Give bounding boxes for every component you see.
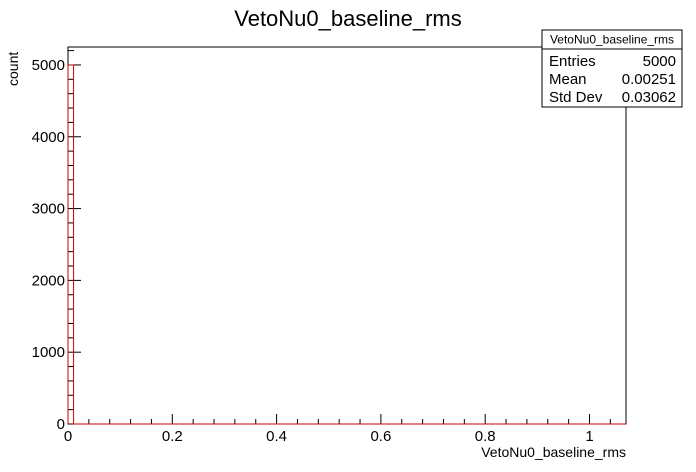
stats-box-title: VetoNu0_baseline_rms: [550, 33, 674, 47]
y-tick-label: 0: [57, 416, 65, 433]
x-tick-label: 0: [64, 428, 72, 445]
y-axis-label: count: [5, 52, 21, 86]
y-tick-label: 3000: [32, 201, 65, 218]
chart-title: VetoNu0_baseline_rms: [234, 6, 461, 31]
stats-stddev-value: 0.03062: [622, 89, 676, 106]
y-tick-label: 5000: [32, 57, 65, 74]
stats-entries-value: 5000: [643, 53, 676, 70]
x-axis-label: VetoNu0_baseline_rms: [481, 444, 626, 460]
x-tick-label: 0.8: [475, 428, 496, 445]
histogram-bin: [67, 64, 626, 425]
y-tick-label: 1000: [32, 344, 65, 361]
histogram-series: [67, 64, 626, 425]
stats-mean-label: Mean: [549, 71, 587, 88]
x-tick-label: 0.4: [266, 428, 287, 445]
y-tick-label: 2000: [32, 272, 65, 289]
stats-stddev-label: Std Dev: [549, 89, 603, 106]
stats-box: VetoNu0_baseline_rms Entries 5000 Mean 0…: [541, 29, 683, 108]
stats-mean-value: 0.00251: [622, 71, 676, 88]
stats-entries-label: Entries: [549, 53, 596, 70]
x-tick-label: 1: [585, 428, 593, 445]
x-tick-label: 0.6: [370, 428, 391, 445]
x-tick-label: 0.2: [162, 428, 183, 445]
axes: 0 0.2 0.4 0.6 0.8 1 0 1000 2000 3000 4000 5000: [32, 46, 627, 445]
stats-box-frame: [541, 29, 683, 108]
y-tick-label: 4000: [32, 129, 65, 146]
